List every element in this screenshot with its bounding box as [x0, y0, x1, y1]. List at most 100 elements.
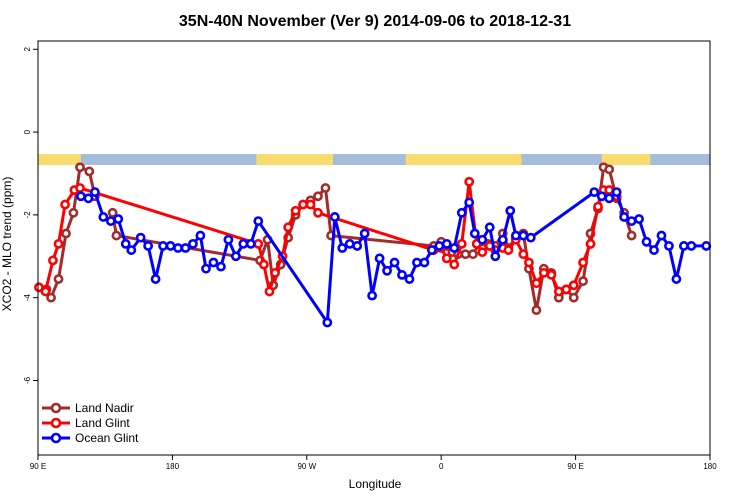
data-point: [46, 292, 56, 303]
data-point: [188, 238, 198, 249]
data-point: [352, 241, 363, 251]
legend-item: Land Glint: [42, 416, 130, 430]
legend-label: Land Glint: [75, 416, 130, 430]
x-tick-label: 0: [439, 462, 444, 471]
data-point: [656, 230, 667, 241]
y-tick-label: -6: [23, 376, 32, 384]
data-point: [531, 278, 542, 289]
data-point: [419, 257, 430, 268]
x-tick-label: 90 W: [297, 462, 316, 471]
data-point: [456, 238, 467, 249]
data-point: [477, 247, 488, 258]
plot-frame: [37, 40, 711, 456]
x-tick-label: 90 E: [567, 462, 583, 471]
data-point: [671, 274, 682, 284]
data-point: [113, 214, 124, 224]
data-point: [578, 257, 588, 268]
data-point: [464, 176, 475, 187]
data-point: [412, 257, 422, 268]
data-point: [313, 191, 323, 202]
data-point: [135, 232, 146, 243]
data-point: [75, 183, 85, 193]
data-point: [126, 245, 137, 255]
data-point: [596, 191, 607, 202]
legend-item: Ocean Glint: [42, 431, 139, 445]
x-tick-label: 180: [703, 462, 717, 471]
data-point: [48, 255, 58, 266]
series-layer: [34, 162, 712, 328]
data-point: [578, 276, 588, 287]
data-point: [686, 241, 697, 251]
data-point: [230, 251, 241, 262]
data-point: [434, 241, 445, 251]
data-point: [641, 236, 652, 247]
data-point: [320, 183, 331, 193]
data-point: [195, 230, 206, 241]
land-band-segment: [405, 154, 522, 165]
data-point: [593, 201, 603, 212]
data-point: [518, 249, 529, 260]
data-point: [75, 162, 85, 173]
data-point: [503, 245, 514, 255]
data-point: [490, 251, 501, 262]
data-point: [68, 207, 79, 218]
data-point: [53, 274, 64, 284]
data-point: [441, 238, 452, 249]
data-point: [337, 243, 348, 253]
data-point: [61, 228, 71, 239]
data-point: [253, 216, 264, 226]
legend-marker: [50, 402, 62, 414]
data-point: [626, 230, 637, 241]
data-point: [245, 238, 256, 249]
data-point: [76, 191, 86, 202]
data-point: [329, 212, 340, 222]
data-point: [397, 270, 407, 280]
chart-title: 35N-40N November (Ver 9) 2014-09-06 to 2…: [179, 13, 571, 30]
data-point: [165, 241, 176, 251]
y-tick-label: 0: [23, 129, 32, 134]
data-point: [107, 207, 118, 218]
data-point: [619, 212, 630, 222]
data-point: [283, 222, 294, 233]
ocean-band: [38, 154, 710, 165]
data-point: [678, 241, 689, 251]
data-point: [290, 205, 301, 216]
legend-marker: [50, 432, 62, 444]
data-point: [374, 253, 385, 264]
data-point: [611, 187, 622, 198]
data-point: [83, 193, 94, 204]
data-point: [344, 238, 355, 249]
land-band-segment: [38, 154, 81, 165]
x-axis-label: Longitude: [349, 477, 402, 491]
legend-label: Land Nadir: [75, 401, 134, 415]
data-point: [258, 259, 269, 270]
data-point: [359, 228, 370, 239]
data-point: [120, 238, 131, 249]
land-band-segment: [601, 154, 651, 165]
data-point: [604, 193, 615, 204]
y-tick-label: 2: [23, 47, 32, 52]
data-point: [216, 261, 226, 272]
data-point: [568, 280, 579, 291]
y-tick-label: -4: [23, 294, 32, 302]
data-point: [561, 284, 572, 295]
data-point: [604, 164, 615, 175]
data-point: [158, 241, 168, 251]
data-point: [253, 238, 264, 249]
data-point: [626, 216, 637, 226]
data-point: [223, 234, 234, 245]
land-band-segment: [256, 154, 333, 165]
data-point: [589, 187, 600, 198]
x-tick-label: 90 E: [30, 462, 46, 471]
data-point: [40, 286, 51, 297]
data-point: [568, 292, 579, 303]
data-point: [464, 197, 475, 208]
data-point: [367, 290, 378, 301]
x-tick-label: 180: [166, 462, 180, 471]
data-point: [460, 249, 471, 260]
data-point: [604, 185, 615, 195]
data-point: [553, 286, 564, 297]
data-point: [322, 317, 333, 328]
axes: 90 E 180 90 W 0 90 E 180 2 0 -2 -4 -6: [23, 47, 717, 471]
